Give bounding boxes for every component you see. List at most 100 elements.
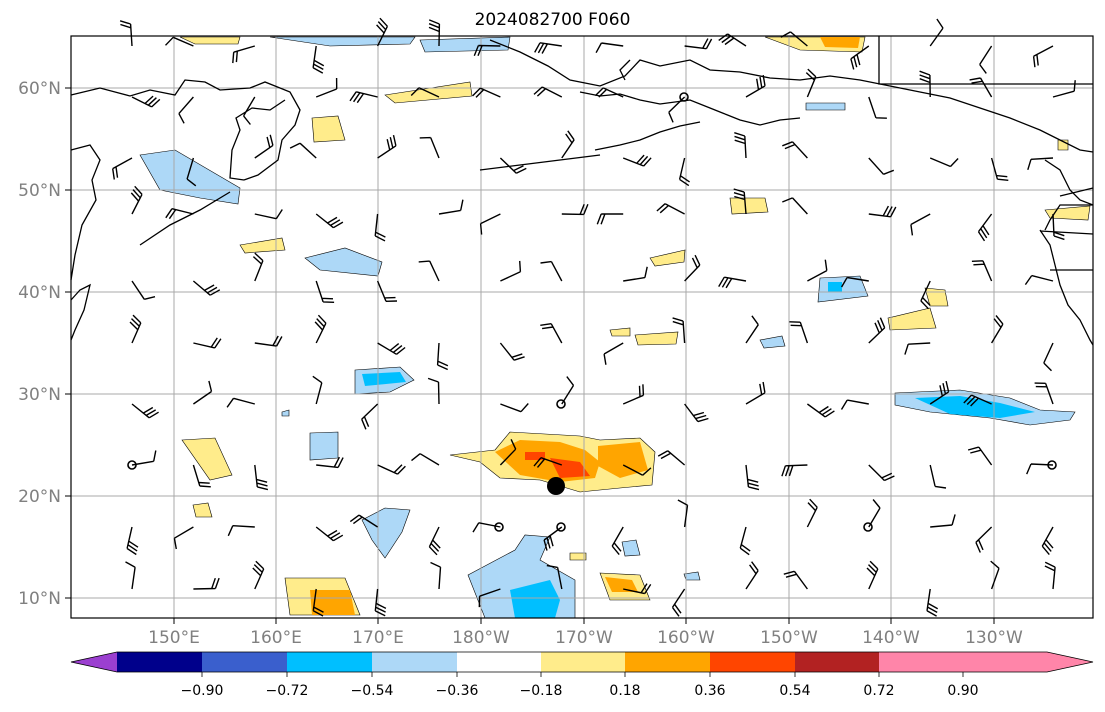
negative-anomaly-area xyxy=(683,571,701,581)
negative-anomaly-area xyxy=(915,396,1035,418)
wind-barb xyxy=(561,130,575,159)
wind-barb xyxy=(930,514,956,528)
colorbar-segment xyxy=(117,652,202,672)
positive-anomaly-area xyxy=(179,36,241,45)
wind-barb xyxy=(479,213,501,235)
negative-anomaly-area xyxy=(510,580,560,618)
wind-barb xyxy=(242,96,256,125)
wind-barb xyxy=(254,335,283,347)
colorbar-tick-label: −0.54 xyxy=(351,683,394,699)
wind-barb xyxy=(789,321,809,344)
colorbar-segment xyxy=(541,652,625,672)
lat-label: 50°N xyxy=(18,181,61,201)
wind-barb xyxy=(312,588,324,617)
wind-barb xyxy=(312,45,325,74)
wind-barb xyxy=(668,96,686,123)
wind-barb xyxy=(622,464,652,476)
wind-barb xyxy=(534,42,562,54)
wind-barb xyxy=(418,260,440,282)
wind-barb xyxy=(315,280,335,303)
wind-barb xyxy=(540,260,563,282)
wind-barb xyxy=(805,68,817,98)
colorbar-segment xyxy=(879,652,963,672)
wind-barb xyxy=(596,213,624,225)
wind-barb xyxy=(254,209,283,220)
wind-barb xyxy=(533,457,563,468)
positive-anomaly-area xyxy=(634,331,679,346)
wind-barb xyxy=(427,377,440,405)
wind-barb xyxy=(374,588,387,617)
wind-barb xyxy=(500,403,529,413)
wind-barb xyxy=(929,18,944,47)
wind-barb xyxy=(1032,45,1054,68)
wind-barb xyxy=(868,317,886,344)
wind-barb xyxy=(315,526,344,542)
wind-barb xyxy=(377,342,406,355)
positive-anomaly-area xyxy=(550,458,590,478)
wind-barb xyxy=(428,526,441,556)
wind-barb xyxy=(745,464,760,491)
wind-barb xyxy=(868,464,895,482)
positive-anomaly-area xyxy=(239,237,286,254)
colorbar-extend-low xyxy=(71,652,117,672)
wind-barb xyxy=(840,399,869,410)
wind-barb xyxy=(678,157,690,187)
wind-barb xyxy=(126,526,139,556)
wind-barb xyxy=(969,77,993,98)
lon-label: 180°W xyxy=(452,628,510,648)
colorbar-tick-label: 0.36 xyxy=(694,683,725,699)
negative-anomaly-area xyxy=(309,431,339,461)
wind-barb xyxy=(289,142,317,159)
wind-barb xyxy=(807,259,828,282)
wind-barb xyxy=(745,561,759,590)
colorbar-extend-high xyxy=(963,652,1093,672)
negative-anomaly-area xyxy=(419,36,511,53)
wind-barb xyxy=(919,70,931,98)
wind-barb xyxy=(254,464,269,491)
wind-barb xyxy=(718,276,747,289)
lon-label: 160°W xyxy=(657,628,715,648)
wind-barb xyxy=(349,514,378,528)
colorbar-segment xyxy=(202,652,287,672)
wind-barb xyxy=(131,403,159,419)
wind-barb xyxy=(499,342,525,361)
positive-anomaly-area xyxy=(729,197,769,215)
wind-barb xyxy=(929,380,950,405)
wind-barb xyxy=(473,44,501,57)
wind-barb xyxy=(430,561,442,590)
wind-barb xyxy=(254,134,274,159)
wind-barb xyxy=(868,157,895,175)
coastlines xyxy=(70,36,1094,346)
wind-barb xyxy=(745,315,759,344)
wind-barb xyxy=(472,87,501,98)
wind-barb xyxy=(684,403,709,423)
wind-barb xyxy=(119,20,133,47)
colorbar-tick-label: −0.36 xyxy=(436,683,479,699)
wind-barb xyxy=(252,560,265,590)
wind-barb xyxy=(806,498,818,528)
wind-barb xyxy=(963,394,992,407)
wind-barb xyxy=(929,464,947,489)
wind-barb xyxy=(971,260,993,282)
negative-anomaly-area xyxy=(281,409,290,417)
lat-label: 40°N xyxy=(18,283,61,303)
wind-barb xyxy=(130,185,143,215)
wind-barb xyxy=(129,314,142,344)
wind-barb xyxy=(131,95,161,108)
wind-barb xyxy=(920,280,931,310)
colorbar-segment xyxy=(287,652,372,672)
colorbar-tick-label: −0.18 xyxy=(520,683,563,699)
negative-anomaly-area xyxy=(759,335,786,349)
wind-barb xyxy=(232,45,255,64)
wind-barb xyxy=(967,446,993,466)
positive-anomaly-area xyxy=(192,502,213,518)
wind-barb xyxy=(112,157,133,180)
shading-layer xyxy=(139,36,1091,619)
wind-barb xyxy=(411,453,440,466)
wind-barb xyxy=(478,588,501,608)
wind-barb xyxy=(315,213,344,229)
wind-barb xyxy=(672,317,686,344)
axis-ticks xyxy=(65,87,995,624)
wind-barb xyxy=(806,403,835,418)
wind-barb xyxy=(125,561,136,590)
